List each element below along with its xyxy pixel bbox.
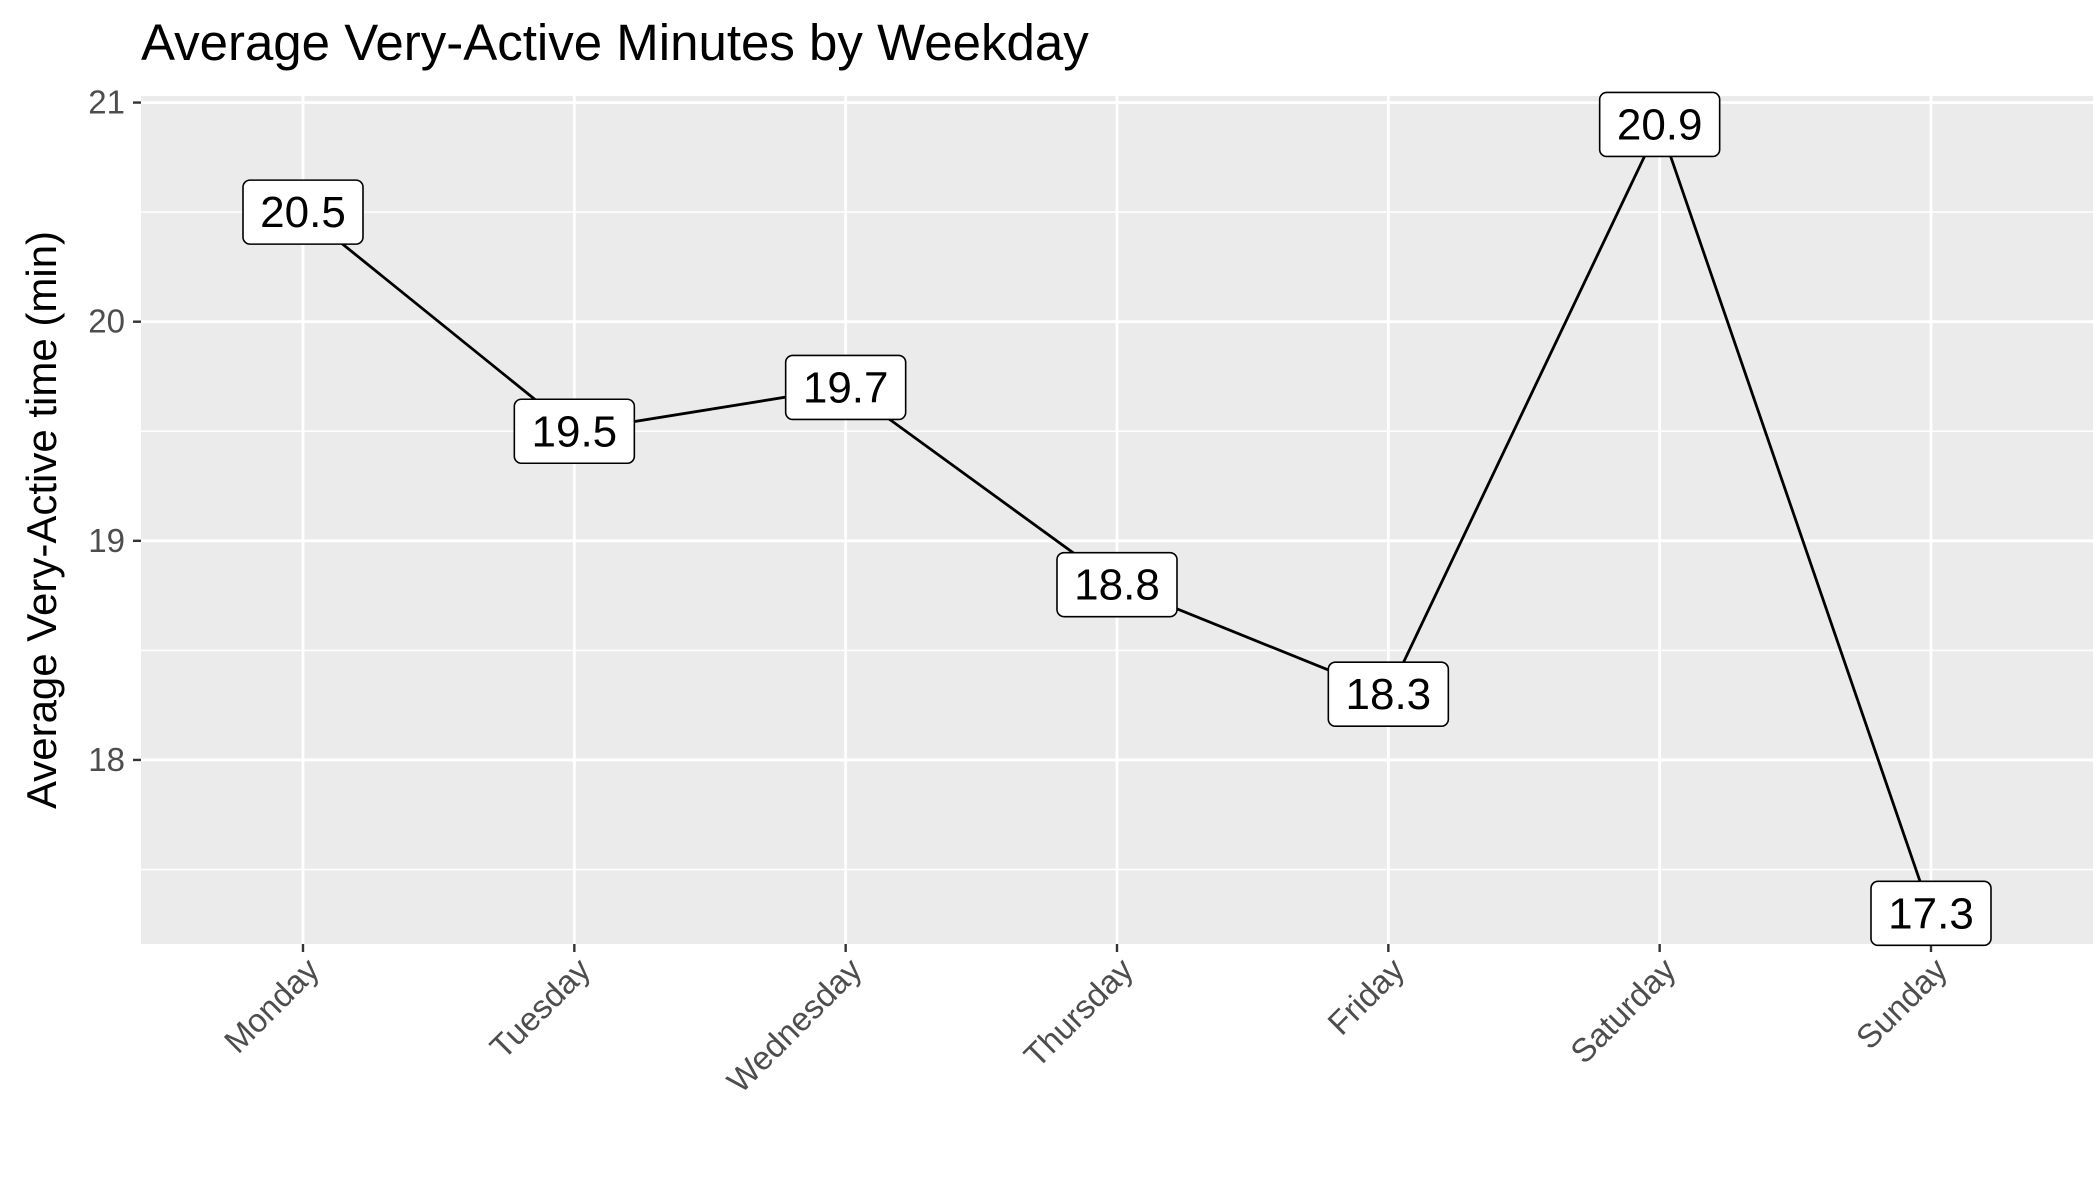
x-tick-label: Monday (217, 950, 327, 1060)
data-label: 18.3 (1327, 661, 1450, 728)
x-tick-label: Tuesday (482, 950, 597, 1065)
data-label-text: 18.8 (1074, 561, 1160, 610)
chart-title: Average Very-Active Minutes by Weekday (141, 14, 1089, 71)
data-label-box (513, 398, 636, 465)
x-tick-label: Friday (1320, 950, 1411, 1041)
y-tick-label: 19 (88, 522, 125, 559)
data-label-box (242, 179, 364, 245)
data-label-text: 20.9 (1617, 100, 1703, 149)
y-tick-labels: 18 19 20 21 (88, 84, 125, 778)
data-label-box (1870, 880, 1992, 947)
x-tick-label: Sunday (1849, 950, 1955, 1056)
y-tick-label: 21 (88, 84, 125, 121)
axis-ticks (133, 101, 1933, 952)
data-label-box (1056, 551, 1178, 618)
data-label-text: 20.5 (260, 188, 346, 237)
data-label: 17.3 (1870, 880, 1992, 947)
x-tick-label: Thursday (1017, 950, 1141, 1074)
data-label: 19.5 (513, 398, 636, 465)
y-tick-label: 20 (88, 303, 125, 340)
data-label-text: 19.7 (803, 363, 889, 412)
data-label-box (1327, 661, 1450, 728)
y-tick-label: 18 (88, 741, 125, 778)
data-label: 18.8 (1056, 551, 1178, 618)
data-label-box (1598, 91, 1721, 158)
x-tick-label: Saturday (1563, 950, 1683, 1070)
data-label-box (784, 354, 907, 421)
data-label-text: 19.5 (532, 407, 618, 456)
x-tick-labels: Monday Tuesday Wednesday Thursday Friday Satu… (217, 950, 1955, 1099)
data-label: 20.9 (1598, 91, 1721, 158)
x-tick-label: Wednesday (720, 950, 869, 1099)
data-labels: 20.5 19.5 19.7 18.8 18.3 20.9 17.3 (242, 91, 1992, 947)
data-label-text: 18.3 (1346, 670, 1432, 719)
data-label: 20.5 (242, 179, 364, 245)
y-axis-title: Average Very-Active time (min) (18, 231, 65, 809)
data-label: 19.7 (784, 354, 907, 421)
data-label-text: 17.3 (1888, 889, 1974, 938)
